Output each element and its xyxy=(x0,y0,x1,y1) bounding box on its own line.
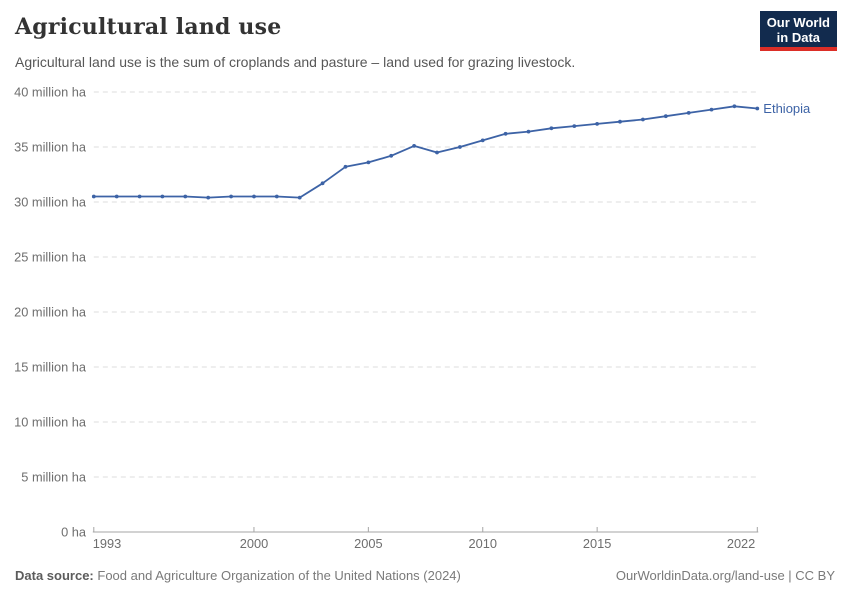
y-axis-tick-label: 15 million ha xyxy=(14,360,87,375)
y-axis-tick-label: 20 million ha xyxy=(14,305,87,320)
data-point[interactable] xyxy=(274,194,279,199)
entity-label[interactable]: Ethiopia xyxy=(763,101,811,116)
data-point[interactable] xyxy=(206,195,211,200)
data-point[interactable] xyxy=(91,194,96,199)
data-point[interactable] xyxy=(435,150,439,155)
x-axis-tick-label: 2010 xyxy=(469,536,497,550)
data-point[interactable] xyxy=(343,164,348,169)
x-axis-tick-label: 2022 xyxy=(727,536,755,550)
x-axis-tick-label: 1993 xyxy=(93,536,121,550)
data-point[interactable] xyxy=(549,126,554,131)
x-axis-tick-label: 2015 xyxy=(583,536,611,550)
data-source-text: Food and Agriculture Organization of the… xyxy=(97,568,461,583)
chart-footer: Data source: Food and Agriculture Organi… xyxy=(15,568,835,583)
y-axis-tick-label: 25 million ha xyxy=(14,250,87,265)
data-point[interactable] xyxy=(320,181,325,186)
data-point[interactable] xyxy=(526,129,531,134)
data-point[interactable] xyxy=(618,119,622,124)
data-point[interactable] xyxy=(137,194,142,199)
data-point[interactable] xyxy=(114,194,119,199)
x-axis-tick-label: 2005 xyxy=(354,536,382,550)
data-point[interactable] xyxy=(503,131,508,136)
data-point[interactable] xyxy=(389,153,394,158)
data-point[interactable] xyxy=(366,160,371,165)
y-axis-tick-label: 10 million ha xyxy=(14,415,87,430)
owid-cc-link[interactable]: OurWorldinData.org/land-use | CC BY xyxy=(615,568,835,583)
data-point[interactable] xyxy=(183,194,188,199)
y-axis-tick-label: 40 million ha xyxy=(14,85,87,100)
data-point[interactable] xyxy=(641,117,645,122)
y-axis-tick-label: 0 ha xyxy=(61,525,87,540)
y-axis-tick-label: 5 million ha xyxy=(21,470,87,485)
x-axis-tick-label: 2000 xyxy=(240,536,268,550)
chart-subtitle: Agricultural land use is the sum of crop… xyxy=(15,54,576,70)
owid-logo-line2: in Data xyxy=(776,30,821,45)
data-point[interactable] xyxy=(480,138,485,143)
data-point[interactable] xyxy=(412,144,416,148)
line-chart: 0 ha 5 million ha 10 million ha 15 million … xyxy=(14,85,811,551)
data-point[interactable] xyxy=(252,194,256,199)
data-point[interactable] xyxy=(755,106,760,111)
data-point[interactable] xyxy=(595,122,599,126)
data-source-label: Data source: xyxy=(15,568,94,583)
data-point[interactable] xyxy=(732,104,737,109)
data-source: Data source: Food and Agriculture Organi… xyxy=(15,568,461,583)
owid-logo-line1: Our World xyxy=(766,15,830,30)
data-point[interactable] xyxy=(229,194,234,199)
data-point[interactable] xyxy=(572,124,577,128)
page-title: Agricultural land use xyxy=(15,14,282,40)
data-point[interactable] xyxy=(686,111,691,115)
data-point[interactable] xyxy=(160,194,165,199)
y-axis-tick-label: 30 million ha xyxy=(14,195,87,210)
y-axis-tick-label: 35 million ha xyxy=(14,140,87,155)
owid-logo: Our World in Data xyxy=(759,11,837,51)
data-point[interactable] xyxy=(663,114,668,119)
data-point[interactable] xyxy=(709,107,714,112)
data-point[interactable] xyxy=(458,145,462,149)
data-point[interactable] xyxy=(297,195,302,200)
series-line[interactable] xyxy=(93,105,758,199)
